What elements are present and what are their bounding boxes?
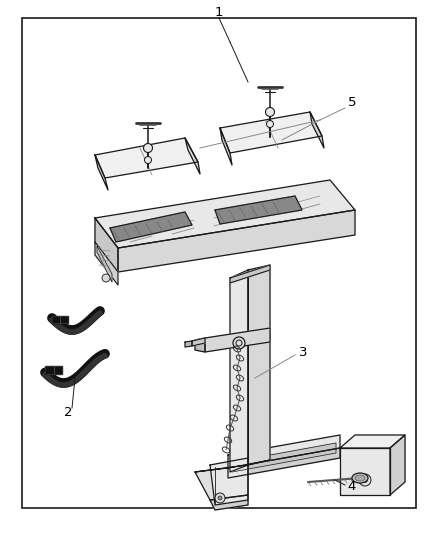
- Text: 4: 4: [348, 481, 356, 494]
- Polygon shape: [95, 138, 198, 178]
- Polygon shape: [210, 458, 248, 505]
- Polygon shape: [390, 435, 405, 495]
- Text: 1: 1: [215, 6, 223, 20]
- Polygon shape: [95, 218, 118, 272]
- Polygon shape: [232, 443, 336, 472]
- Polygon shape: [228, 448, 340, 478]
- Polygon shape: [118, 210, 355, 272]
- Polygon shape: [340, 435, 405, 448]
- Polygon shape: [310, 112, 324, 148]
- Ellipse shape: [355, 475, 365, 481]
- Polygon shape: [220, 128, 232, 165]
- Polygon shape: [97, 246, 112, 282]
- Polygon shape: [210, 495, 248, 510]
- Polygon shape: [220, 112, 322, 153]
- Polygon shape: [110, 212, 192, 242]
- Polygon shape: [340, 448, 390, 495]
- Ellipse shape: [352, 473, 368, 483]
- Polygon shape: [95, 180, 355, 248]
- Circle shape: [145, 157, 152, 164]
- Polygon shape: [45, 366, 62, 374]
- Polygon shape: [195, 338, 205, 352]
- Polygon shape: [195, 460, 270, 472]
- Text: 5: 5: [348, 96, 356, 109]
- Circle shape: [363, 478, 367, 482]
- Polygon shape: [215, 196, 302, 224]
- Polygon shape: [230, 270, 248, 472]
- Polygon shape: [185, 341, 192, 347]
- Circle shape: [218, 496, 222, 500]
- Polygon shape: [230, 265, 270, 283]
- Text: 2: 2: [64, 407, 72, 419]
- Circle shape: [266, 120, 273, 127]
- Polygon shape: [195, 465, 248, 500]
- Text: 3: 3: [299, 345, 307, 359]
- Polygon shape: [192, 338, 205, 346]
- Circle shape: [102, 274, 110, 282]
- Polygon shape: [248, 265, 270, 465]
- Circle shape: [233, 337, 245, 349]
- Polygon shape: [95, 242, 118, 285]
- Polygon shape: [95, 155, 108, 190]
- Polygon shape: [52, 316, 68, 323]
- Polygon shape: [228, 435, 340, 468]
- Circle shape: [265, 108, 275, 117]
- Circle shape: [215, 493, 225, 503]
- Polygon shape: [205, 328, 270, 352]
- Polygon shape: [185, 138, 200, 174]
- Circle shape: [359, 474, 371, 486]
- Circle shape: [144, 143, 152, 152]
- Bar: [22, 18, 416, 508]
